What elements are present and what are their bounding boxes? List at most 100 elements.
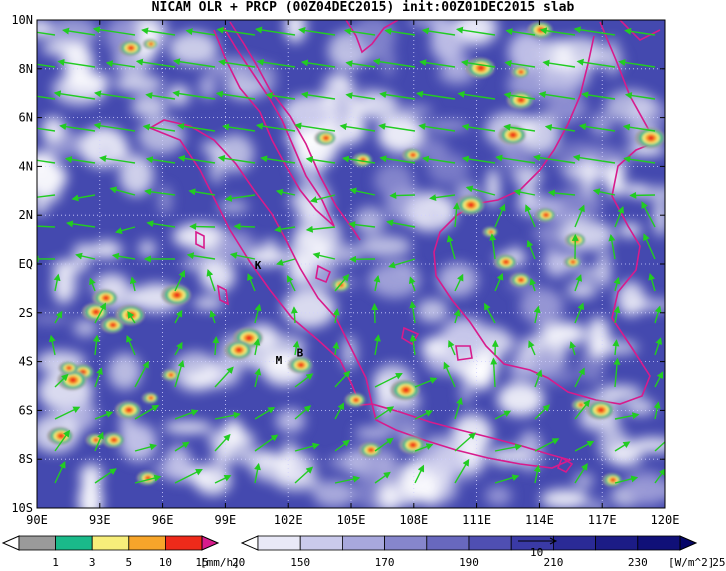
cloud-patch — [198, 73, 217, 100]
colorbar-low-triangle — [1, 535, 20, 551]
wind-arrow — [94, 468, 117, 484]
cloud-patch — [350, 20, 396, 55]
wind-arrow — [461, 155, 496, 164]
wind-arrow — [455, 26, 496, 36]
cloud-patch — [120, 423, 157, 462]
wind-arrow — [94, 367, 103, 388]
cloud-patch — [285, 20, 306, 43]
coastline-bangka — [401, 326, 420, 346]
olr-colorbar-label: 230 — [628, 556, 648, 569]
wind-arrow — [224, 194, 256, 202]
rain-intense — [110, 322, 116, 328]
wind-arrow — [534, 369, 543, 388]
rain-cell — [314, 130, 336, 146]
cloud-patch — [261, 454, 300, 466]
wind-arrow — [142, 123, 176, 132]
colorbar-high-triangle — [201, 535, 220, 551]
cloud-patch — [590, 339, 639, 356]
wind-arrow — [581, 91, 616, 100]
wind-arrow — [54, 429, 70, 452]
place-label-b: B — [297, 347, 304, 360]
wind-arrow — [614, 412, 640, 420]
wind-arrow — [217, 154, 256, 164]
cloud-patch — [486, 167, 500, 208]
colorbar-swatch — [341, 535, 385, 551]
wind-arrow — [494, 474, 520, 484]
wind-arrow — [309, 194, 336, 204]
wind-arrow — [57, 58, 96, 68]
rain-intense — [518, 278, 524, 282]
rain-cell — [288, 356, 312, 374]
rain-intense — [518, 97, 524, 103]
rain-intense — [410, 153, 416, 157]
vector-reference-label: 10 — [530, 546, 543, 559]
wind-arrow — [448, 339, 456, 356]
wind-arrow — [341, 155, 376, 164]
rain-cell — [507, 91, 533, 109]
rain-intense — [579, 403, 583, 407]
wind-arrow — [37, 127, 56, 132]
wind-arrow — [294, 466, 314, 484]
wind-arrow — [574, 440, 595, 452]
rain-cell — [344, 392, 366, 408]
wind-arrow — [254, 406, 276, 420]
cloud-patch — [258, 63, 277, 96]
wind-arrow — [174, 309, 183, 324]
rain-cell — [527, 21, 553, 39]
wind-arrow — [533, 305, 541, 324]
wind-arrow — [216, 26, 256, 36]
wind-arrow — [614, 475, 639, 484]
lon-label: 114E — [525, 513, 554, 527]
wind-arrow — [254, 367, 262, 388]
rain-intense — [111, 438, 117, 442]
precip-colorbar: 1 3 5 10 15 20 — [1, 535, 245, 569]
lat-label: 8S — [19, 452, 33, 466]
wind-arrow — [453, 202, 461, 228]
wind-arrow — [94, 411, 114, 420]
lon-label: 90E — [26, 513, 48, 527]
rain-cell — [58, 361, 78, 375]
cloud-patch — [653, 197, 665, 237]
wind-arrow — [92, 334, 100, 356]
wind-arrow — [374, 471, 391, 484]
wind-arrow — [334, 370, 351, 388]
wind-arrow — [214, 433, 231, 452]
wind-arrow — [54, 373, 69, 388]
olr-colorbar-label: 150 — [290, 556, 310, 569]
cloud-patch — [555, 186, 603, 220]
coastline-malay-peninsula — [213, 27, 335, 227]
wind-arrow — [212, 336, 220, 356]
wind-arrow — [654, 337, 663, 356]
wind-arrow — [494, 272, 504, 292]
cloud-patch — [379, 414, 425, 437]
rain-intense — [245, 335, 253, 341]
wind-arrow — [129, 276, 137, 292]
wind-arrow — [141, 27, 176, 36]
lat-label: 4S — [19, 355, 33, 369]
rain-cell — [602, 473, 622, 487]
lat-label: 10N — [11, 13, 33, 27]
place-labels: K M B — [255, 259, 304, 367]
cloud-patch — [138, 240, 156, 257]
precip-colorbar-label: 10 — [159, 556, 172, 569]
wind-arrow — [384, 27, 416, 36]
cloud-patch — [545, 92, 587, 124]
cloud-patch — [275, 408, 306, 433]
wind-arrow — [254, 462, 261, 484]
rain-intense — [353, 398, 359, 402]
rain-cell — [118, 40, 142, 56]
wind-arrow — [613, 276, 621, 292]
lat-label: EQ — [19, 257, 33, 271]
wind-arrow — [623, 155, 656, 164]
cloud-patch — [181, 257, 224, 271]
wind-arrow — [345, 92, 376, 100]
lat-label: 2N — [19, 208, 33, 222]
wind-arrow — [188, 188, 216, 196]
wind-arrow — [254, 303, 262, 324]
wind-arrow — [534, 438, 560, 452]
wind-arrow — [494, 203, 506, 228]
cloud-patch — [485, 485, 512, 506]
coastline-nias — [216, 284, 230, 306]
coastline-bali — [556, 456, 574, 474]
rain-intense — [489, 230, 493, 234]
